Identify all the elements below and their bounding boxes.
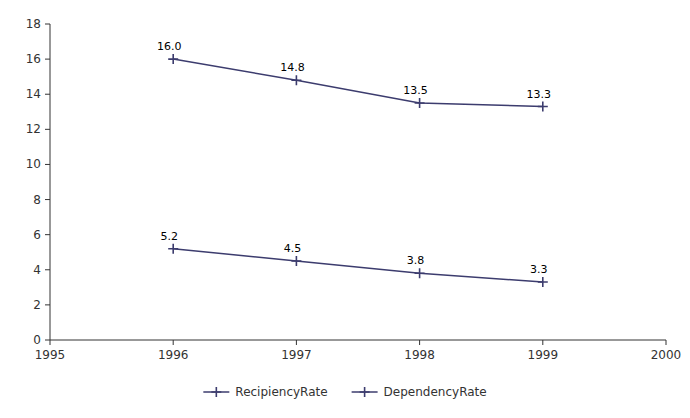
x-axis-line xyxy=(50,340,666,341)
y-tick xyxy=(45,269,50,270)
series-line xyxy=(173,59,543,106)
y-tick xyxy=(45,234,50,235)
y-tick xyxy=(45,304,50,305)
y-tick-label: 4 xyxy=(33,263,41,277)
data-label: 5.2 xyxy=(160,230,178,243)
marker xyxy=(168,54,178,64)
legend-swatch-marker xyxy=(360,387,370,397)
x-tick-label: 1995 xyxy=(35,348,66,362)
data-label: 14.8 xyxy=(280,61,305,74)
data-label: 3.3 xyxy=(530,263,548,276)
y-tick xyxy=(45,340,50,341)
marker xyxy=(291,256,301,266)
data-labels: 16.0 14.8 13.5 13.3 5.2 4.5 3.8 3.3 xyxy=(157,40,551,276)
data-label: 4.5 xyxy=(284,242,302,255)
y-tick-label: 12 xyxy=(26,122,41,136)
series-line xyxy=(173,249,543,282)
legend-item: RecipiencyRate xyxy=(203,385,327,399)
plot-area xyxy=(168,54,548,287)
legend-label: DependencyRate xyxy=(384,385,487,399)
y-tick-label: 2 xyxy=(33,298,41,312)
legend-item: DependencyRate xyxy=(352,385,487,399)
x-tick xyxy=(542,340,543,345)
y-tick xyxy=(45,129,50,130)
y-tick-label: 0 xyxy=(33,333,41,347)
y-tick-label: 14 xyxy=(26,87,41,101)
chart: 1995199619971998199920000246810121416181… xyxy=(0,0,690,418)
data-label: 13.5 xyxy=(403,84,428,97)
marker xyxy=(168,244,178,254)
y-tick-label: 10 xyxy=(26,157,41,171)
marker xyxy=(538,102,548,112)
y-tick-label: 18 xyxy=(26,17,41,31)
x-tick-label: 2000 xyxy=(651,348,682,362)
data-label: 16.0 xyxy=(157,40,182,53)
y-tick-label: 16 xyxy=(26,52,41,66)
y-axis-line xyxy=(50,24,51,340)
y-tick-label: 6 xyxy=(33,228,41,242)
axes: 1995 1996 1997 1998 1999 2000 0 2 4 6 8 10 12 14 16 18 xyxy=(26,17,682,362)
y-tick xyxy=(45,59,50,60)
marker xyxy=(291,75,301,85)
x-tick-label: 1998 xyxy=(404,348,435,362)
data-label: 13.3 xyxy=(527,88,552,101)
y-tick xyxy=(45,164,50,165)
y-tick-label: 8 xyxy=(33,193,41,207)
x-tick-label: 1997 xyxy=(281,348,312,362)
marker xyxy=(415,98,425,108)
x-tick xyxy=(173,340,174,345)
legend: RecipiencyRate DependencyRate xyxy=(203,385,486,399)
legend-label: RecipiencyRate xyxy=(235,385,327,399)
y-tick xyxy=(45,94,50,95)
y-tick xyxy=(45,24,50,25)
legend-swatch-marker xyxy=(211,387,221,397)
marker xyxy=(415,268,425,278)
x-tick xyxy=(296,340,297,345)
marker xyxy=(538,277,548,287)
data-label: 3.8 xyxy=(407,254,425,267)
x-tick xyxy=(666,340,667,345)
x-tick-label: 1996 xyxy=(158,348,189,362)
x-tick xyxy=(50,340,51,345)
x-tick-label: 1999 xyxy=(528,348,559,362)
y-tick xyxy=(45,199,50,200)
x-tick xyxy=(419,340,420,345)
